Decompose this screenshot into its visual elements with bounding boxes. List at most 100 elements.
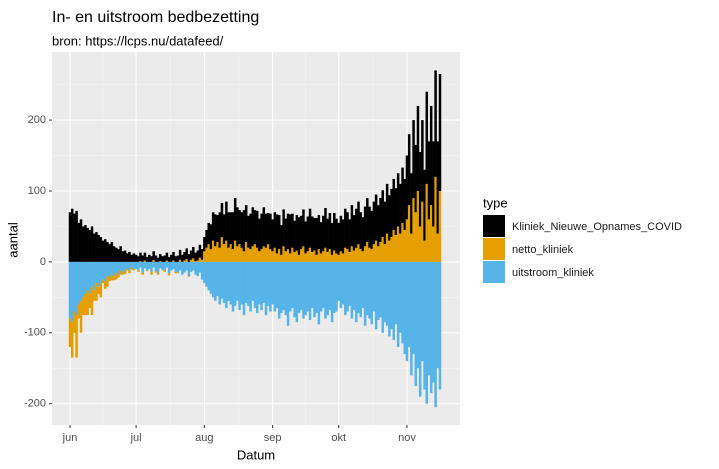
- bar: [101, 279, 105, 284]
- bar: [103, 239, 107, 262]
- bar: [189, 261, 193, 272]
- bar: [392, 178, 396, 230]
- bar: [291, 213, 294, 248]
- bar: [304, 253, 307, 262]
- bar: [344, 208, 347, 248]
- bar: [141, 272, 144, 275]
- bar: [271, 261, 274, 305]
- bar: [304, 261, 307, 316]
- bar: [110, 261, 114, 275]
- bar: [421, 120, 424, 202]
- bar: [249, 261, 252, 312]
- bar: [126, 261, 129, 269]
- bar: [308, 208, 312, 248]
- bar: [337, 261, 340, 301]
- bar: [366, 261, 369, 316]
- bar: [368, 261, 371, 319]
- bar: [183, 261, 186, 273]
- bar: [438, 261, 442, 390]
- bar: [339, 261, 343, 308]
- bar: [238, 261, 241, 311]
- bar: [330, 222, 334, 255]
- bar: [75, 315, 78, 358]
- x-tick-label: jun: [62, 432, 78, 444]
- bar: [280, 225, 283, 255]
- bar: [396, 226, 400, 262]
- bar: [326, 218, 329, 252]
- bar: [319, 261, 323, 312]
- bar: [392, 229, 396, 262]
- chart-title: In- en uitstroom bedbezetting: [52, 9, 259, 26]
- bar: [194, 261, 197, 275]
- bar: [81, 226, 85, 262]
- bar: [165, 260, 169, 262]
- bar: [291, 261, 294, 308]
- bar: [88, 229, 92, 262]
- bar: [152, 251, 155, 260]
- bar: [119, 246, 122, 262]
- bar: [407, 134, 411, 206]
- legend-key: [483, 261, 505, 283]
- y-tick-label: -100: [24, 327, 46, 339]
- bar: [205, 247, 208, 262]
- y-tick-label: -200: [24, 398, 46, 410]
- bar: [361, 217, 365, 252]
- bar: [123, 261, 127, 271]
- bar: [176, 261, 180, 273]
- legend-label: Kliniek_Nieuwe_Opnames_COVID: [512, 221, 682, 233]
- bar: [77, 261, 81, 305]
- bar: [315, 217, 318, 255]
- bar: [434, 70, 437, 177]
- bar: [227, 247, 230, 262]
- bar: [374, 194, 378, 241]
- bar: [143, 260, 147, 262]
- bar: [130, 267, 133, 270]
- bar: [423, 261, 426, 390]
- bar: [416, 105, 420, 191]
- bar: [295, 215, 299, 251]
- bar: [156, 272, 160, 275]
- legend-label: netto_kliniek: [512, 244, 574, 256]
- bar: [216, 242, 219, 262]
- bar: [372, 261, 376, 312]
- bar: [264, 261, 268, 316]
- bar: [374, 240, 378, 262]
- bar: [209, 224, 213, 250]
- bar: [322, 251, 325, 262]
- chart-subtitle: bron: https://lcps.nu/datafeed/: [52, 33, 224, 48]
- bar: [344, 247, 347, 262]
- bar: [114, 261, 118, 273]
- bar: [335, 218, 338, 254]
- bar: [255, 247, 259, 262]
- bar: [70, 208, 74, 262]
- bar: [196, 260, 199, 262]
- bar: [207, 261, 211, 291]
- bar: [220, 261, 224, 299]
- bar: [185, 261, 188, 271]
- bar: [143, 261, 147, 269]
- bar: [282, 261, 285, 311]
- bar: [418, 261, 422, 397]
- bar: [170, 254, 173, 262]
- y-tick-label: 200: [28, 114, 46, 126]
- bar: [357, 261, 360, 313]
- bar: [266, 244, 270, 262]
- bar: [110, 274, 114, 281]
- bar: [418, 151, 422, 227]
- bar: [311, 251, 314, 262]
- bar: [222, 244, 226, 262]
- bar: [396, 173, 400, 227]
- bar: [244, 205, 248, 243]
- bar: [346, 249, 349, 262]
- bar: [269, 261, 272, 312]
- bar: [372, 201, 376, 245]
- bar: [181, 261, 184, 275]
- bar: [304, 221, 307, 254]
- legend-key: [483, 215, 505, 237]
- bar: [260, 249, 263, 262]
- bar: [315, 254, 318, 262]
- bar: [346, 261, 349, 312]
- bar: [308, 261, 312, 321]
- bar: [425, 261, 429, 404]
- bar: [227, 261, 230, 301]
